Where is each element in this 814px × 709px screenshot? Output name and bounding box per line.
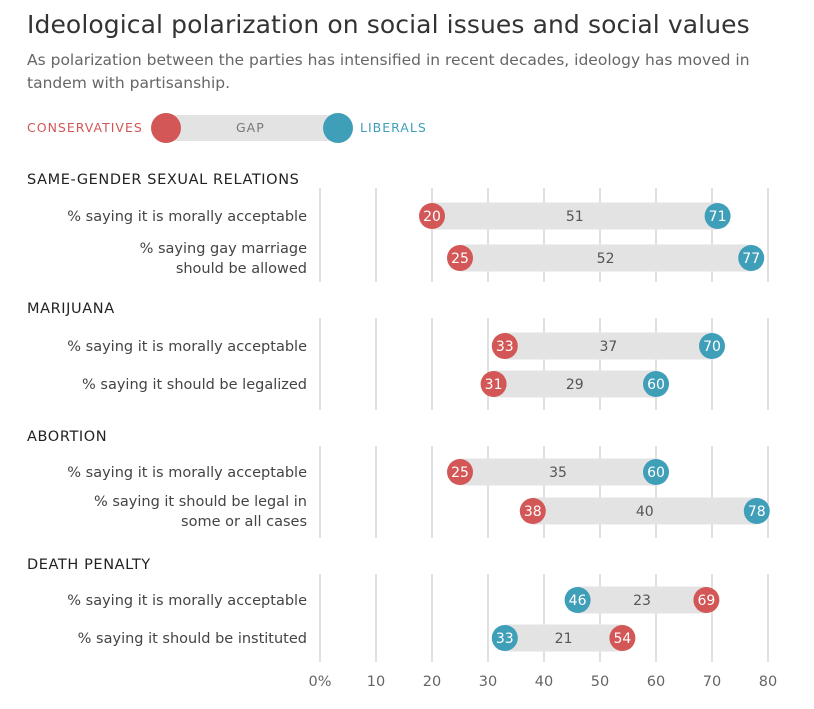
chart-subtitle: As polarization between the parties has …	[27, 51, 750, 92]
gap-value-label: 51	[566, 209, 584, 225]
legend-liberals-dot	[323, 113, 353, 143]
liberals-value-label: 78	[748, 504, 766, 520]
liberals-dot	[643, 371, 669, 397]
liberals-value-label: 77	[742, 251, 760, 267]
liberals-value-label: 33	[496, 631, 514, 647]
conservatives-dot	[519, 498, 546, 524]
liberals-dot	[491, 625, 518, 651]
group: MARIJUANA % saying it is morally acceptab…	[27, 301, 725, 398]
chart-title: Ideological polarization on social issue…	[27, 10, 750, 39]
conservatives-dot	[609, 625, 636, 651]
row-label: % saying it is morally acceptable	[67, 593, 307, 609]
gap-bar	[577, 586, 707, 614]
data-row: % saying gay marriage should be allowed 52…	[140, 241, 765, 277]
x-tick-label: 20	[423, 674, 441, 690]
data-row: % saying it should be legal in some or al…	[94, 494, 770, 530]
group: DEATH PENALTY % saying it is morally acce…	[27, 557, 720, 652]
legend-conservatives-label: CONSERVATIVES	[27, 120, 143, 135]
data-row: % saying it is morally acceptable 51 20 71	[67, 202, 731, 230]
gap-bar	[493, 370, 656, 398]
group-header: DEATH PENALTY	[27, 557, 151, 573]
gap-value-label: 23	[633, 593, 651, 609]
x-tick-label: 10	[367, 674, 385, 690]
liberals-dot	[738, 245, 765, 271]
gap-value-label: 40	[636, 504, 654, 520]
group-header: ABORTION	[27, 429, 107, 445]
x-axis: 0% 10 20 30 40 50 60 70 80	[308, 674, 777, 690]
legend: CONSERVATIVES GAP LIBERALS	[0, 110, 814, 150]
x-tick-label: 60	[647, 674, 665, 690]
gap-value-label: 21	[555, 631, 573, 647]
x-tick-label: 50	[591, 674, 609, 690]
legend-liberals-label: LIBERALS	[360, 120, 427, 135]
group: ABORTION % saying it is morally acceptabl…	[27, 429, 770, 530]
group: SAME-GENDER SEXUAL RELATIONS % saying it …	[27, 172, 765, 277]
gap-bar	[460, 244, 752, 272]
conservatives-dot	[693, 587, 720, 613]
gridlines	[319, 188, 769, 662]
liberals-dot	[704, 203, 731, 229]
x-tick-label: 40	[535, 674, 553, 690]
x-tick-label: 30	[479, 674, 497, 690]
legend-gap-label: GAP	[236, 120, 265, 135]
gap-bar	[460, 458, 656, 486]
gap-value-label: 52	[597, 251, 615, 267]
gap-bar	[432, 202, 718, 230]
conservatives-value-label: 25	[451, 465, 469, 481]
row-label: % saying it should be legal in	[94, 494, 307, 510]
liberals-value-label: 46	[569, 593, 587, 609]
row-label: % saying it is morally acceptable	[67, 339, 307, 355]
conservatives-dot	[480, 371, 507, 397]
conservatives-dot	[447, 245, 473, 271]
conservatives-dot	[491, 333, 518, 359]
x-tick-label: 70	[703, 674, 721, 690]
row-label: % saying gay marriage	[140, 241, 308, 257]
group-header: MARIJUANA	[27, 301, 115, 317]
liberals-dot	[743, 498, 770, 524]
gap-value-label: 35	[549, 465, 567, 481]
liberals-value-label: 71	[709, 209, 727, 225]
conservatives-value-label: 54	[613, 631, 631, 647]
x-tick-label: 0%	[308, 674, 331, 690]
liberals-value-label: 70	[703, 339, 721, 355]
liberals-value-label: 60	[647, 465, 665, 481]
conservatives-value-label: 33	[496, 339, 514, 355]
conservatives-value-label: 69	[697, 593, 715, 609]
liberals-dot	[699, 333, 725, 359]
legend-conservatives-dot	[151, 113, 181, 143]
conservatives-dot	[447, 459, 473, 485]
legend-gap-bar	[166, 115, 338, 141]
data-row: % saying it is morally acceptable 35 25 60	[67, 458, 669, 486]
gap-value-label: 37	[599, 339, 617, 355]
row-label: % saying it is morally acceptable	[67, 465, 307, 481]
data-row: % saying it is morally acceptable 37 33 70	[67, 332, 725, 360]
gap-bar	[532, 497, 757, 525]
liberals-dot	[564, 587, 591, 613]
row-label: % saying it should be instituted	[78, 631, 307, 647]
conservatives-dot	[419, 203, 445, 229]
row-label: should be allowed	[176, 261, 307, 277]
gap-value-label: 29	[566, 377, 584, 393]
conservatives-value-label: 31	[485, 377, 503, 393]
liberals-dot	[643, 459, 669, 485]
x-tick-label: 80	[759, 674, 777, 690]
group-header: SAME-GENDER SEXUAL RELATIONS	[27, 172, 299, 188]
data-row: % saying it should be legalized 29 31 60	[82, 370, 669, 398]
row-label: some or all cases	[181, 514, 307, 530]
conservatives-value-label: 25	[451, 251, 469, 267]
data-row: % saying it is morally acceptable 23 69 46	[67, 586, 720, 614]
conservatives-value-label: 20	[423, 209, 441, 225]
gap-bar	[504, 624, 623, 652]
gap-bar	[504, 332, 712, 360]
liberals-value-label: 60	[647, 377, 665, 393]
data-row: % saying it should be instituted 21 54 33	[78, 624, 636, 652]
row-label: % saying it is morally acceptable	[67, 209, 307, 225]
conservatives-value-label: 38	[524, 504, 542, 520]
row-label: % saying it should be legalized	[82, 377, 307, 393]
